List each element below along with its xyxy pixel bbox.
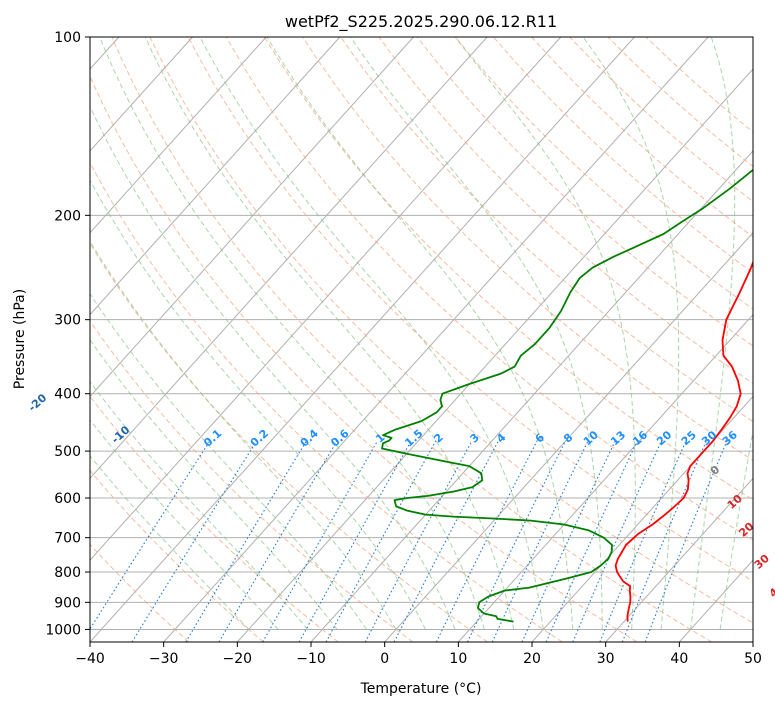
adiabat-layer [90,37,753,642]
plot-area [90,37,753,642]
y-axis: 100 200 300 400 500 600 700 800 900 1000 [45,30,90,638]
mixing-ratio-line [599,440,687,642]
moist-adiabat-line [582,37,680,630]
isotherm-line [236,68,753,642]
mixing-ratio-line [131,440,258,642]
x-tick-label: −40 [75,651,105,667]
x-tick-label: −10 [296,651,326,667]
moist-adiabat-line [90,419,279,630]
isotherm-line [90,37,562,561]
y-tick-label: 1000 [45,622,81,638]
isotherm-line [90,37,341,316]
mixing-ratio-line [521,440,616,642]
dry-adiabat-line [187,37,753,582]
dewpoint-profile-line [381,168,753,623]
dry-adiabat-line [111,37,712,642]
moist-adiabat-label: 40 [767,580,775,600]
dry-adiabat-line [90,469,264,642]
moist-adiabat-line [350,37,603,630]
y-tick-label: 700 [54,531,81,547]
y-tick-label: 900 [54,595,81,611]
chart-title: wetPf2_S225.2025.290.06.12.R11 [285,12,557,32]
mixing-ratio-line [262,440,379,642]
y-tick-label: 300 [54,313,81,329]
dry-adiabat-line [90,161,563,642]
dry-adiabat-line [90,242,488,642]
x-tick-label: −20 [223,651,253,667]
x-axis: −40 −30 −20 −10 0 10 20 30 40 50 [75,642,762,667]
y-axis-title: Pressure (hPa) [12,289,28,389]
y-tick-label: 200 [54,208,81,224]
dry-adiabat-line [454,37,753,310]
dry-adiabat-line [149,37,753,624]
dry-adiabat-line [90,75,638,642]
moist-adiabat-line [99,37,485,630]
mixing-ratio-line [90,440,211,630]
isotherm-line [163,37,709,642]
plot-frame [89,36,754,643]
moist-adiabat-line [199,37,544,630]
mixing-ratio-line [545,440,638,642]
moist-adiabat-line [90,455,249,630]
dry-adiabat-line [416,37,753,347]
x-tick-label: 30 [597,651,615,667]
y-tick-label: 100 [54,30,81,46]
mixing-ratio-line [218,440,338,642]
isotherm-line [531,395,753,642]
moist-adiabat-line [90,179,426,630]
mixing-ratio-line [467,440,567,642]
x-tick-label: 0 [380,651,389,667]
x-axis-title: Temperature (°C) [360,681,482,697]
y-tick-label: 400 [54,387,81,403]
dry-adiabat-line [90,320,414,642]
x-tick-label: 50 [744,651,762,667]
grid-layer [90,37,753,642]
x-tick-label: −30 [149,651,179,667]
moist-adiabat-line [90,292,367,630]
isotherm-line [90,37,193,152]
moist-adiabat-line [90,380,308,630]
moist-adiabat-line [454,37,636,630]
moist-adiabat-line [690,37,736,630]
moist-adiabat-line [90,105,456,630]
isotherm-line [90,37,414,398]
x-tick-label: 10 [449,651,467,667]
isotherm-line [90,37,267,234]
moist-adiabat-line [90,240,397,630]
dry-adiabat-line [340,37,753,423]
moist-adiabat-line [719,427,753,630]
mixing-ratio-line [185,440,308,642]
temperature-profile-line [614,259,753,622]
isotherm-line [90,37,635,642]
x-tick-label: 40 [670,651,688,667]
dry-adiabat-line [225,37,753,541]
moist-adiabat-line [144,37,515,630]
isotherm-line [457,313,753,642]
mixing-ratio-line [325,440,437,642]
mixing-ratio-line [298,440,412,642]
isotherm-line [90,37,488,480]
y-tick-label: 600 [54,491,81,507]
series-layer [381,168,753,623]
mixing-ratio-line [435,440,538,642]
dry-adiabat-line [264,37,753,501]
isotherm-line [605,477,753,642]
isotherm-line [384,231,753,642]
y-tick-label: 800 [54,565,81,581]
x-tick-label: 20 [523,651,541,667]
moist-adiabat-line [266,37,574,630]
y-tick-label: 500 [54,444,81,460]
